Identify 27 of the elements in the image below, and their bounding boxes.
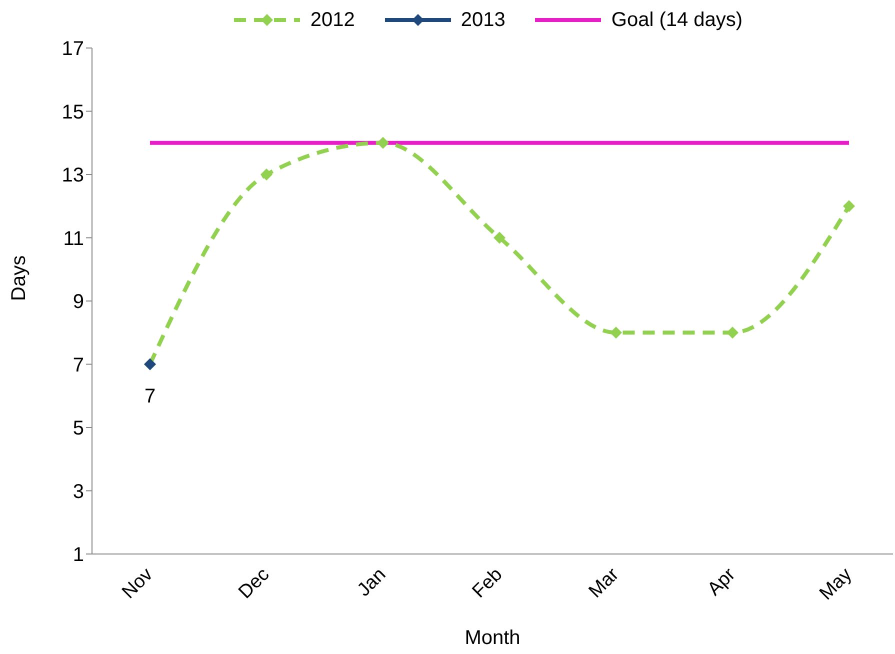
y-tick-label: 5 xyxy=(72,418,84,440)
x-tick-label: Feb xyxy=(468,564,507,602)
point xyxy=(260,168,272,180)
y-tick-label: 15 xyxy=(62,101,84,124)
y-tick-label: 17 xyxy=(62,38,84,60)
legend-label: 2013 xyxy=(460,8,506,32)
y-tick-label: 11 xyxy=(63,228,84,250)
y-axis-title: Days xyxy=(8,255,30,301)
point xyxy=(610,326,622,339)
x-tick-label: Dec xyxy=(234,564,274,603)
point xyxy=(726,326,738,339)
y-tick-label: 7 xyxy=(72,354,84,376)
legend-label: Goal (14 days) xyxy=(611,8,743,32)
point xyxy=(494,232,506,244)
x-tick-label: May xyxy=(816,564,856,604)
point xyxy=(843,200,855,212)
x-axis-title: Month xyxy=(464,627,520,649)
x-tick-label: Jan xyxy=(354,564,390,601)
legend-label: 2012 xyxy=(310,8,355,32)
y-tick-label: 13 xyxy=(62,164,84,187)
x-tick-label: Mar xyxy=(585,564,624,602)
y-tick-label: 1 xyxy=(72,544,84,566)
x-tick-label: Apr xyxy=(704,564,740,600)
y-tick-label: 3 xyxy=(72,480,84,503)
x-tick-label: Nov xyxy=(118,564,158,603)
data-label: 7 xyxy=(144,385,156,408)
y-tick-label: 9 xyxy=(72,291,84,314)
